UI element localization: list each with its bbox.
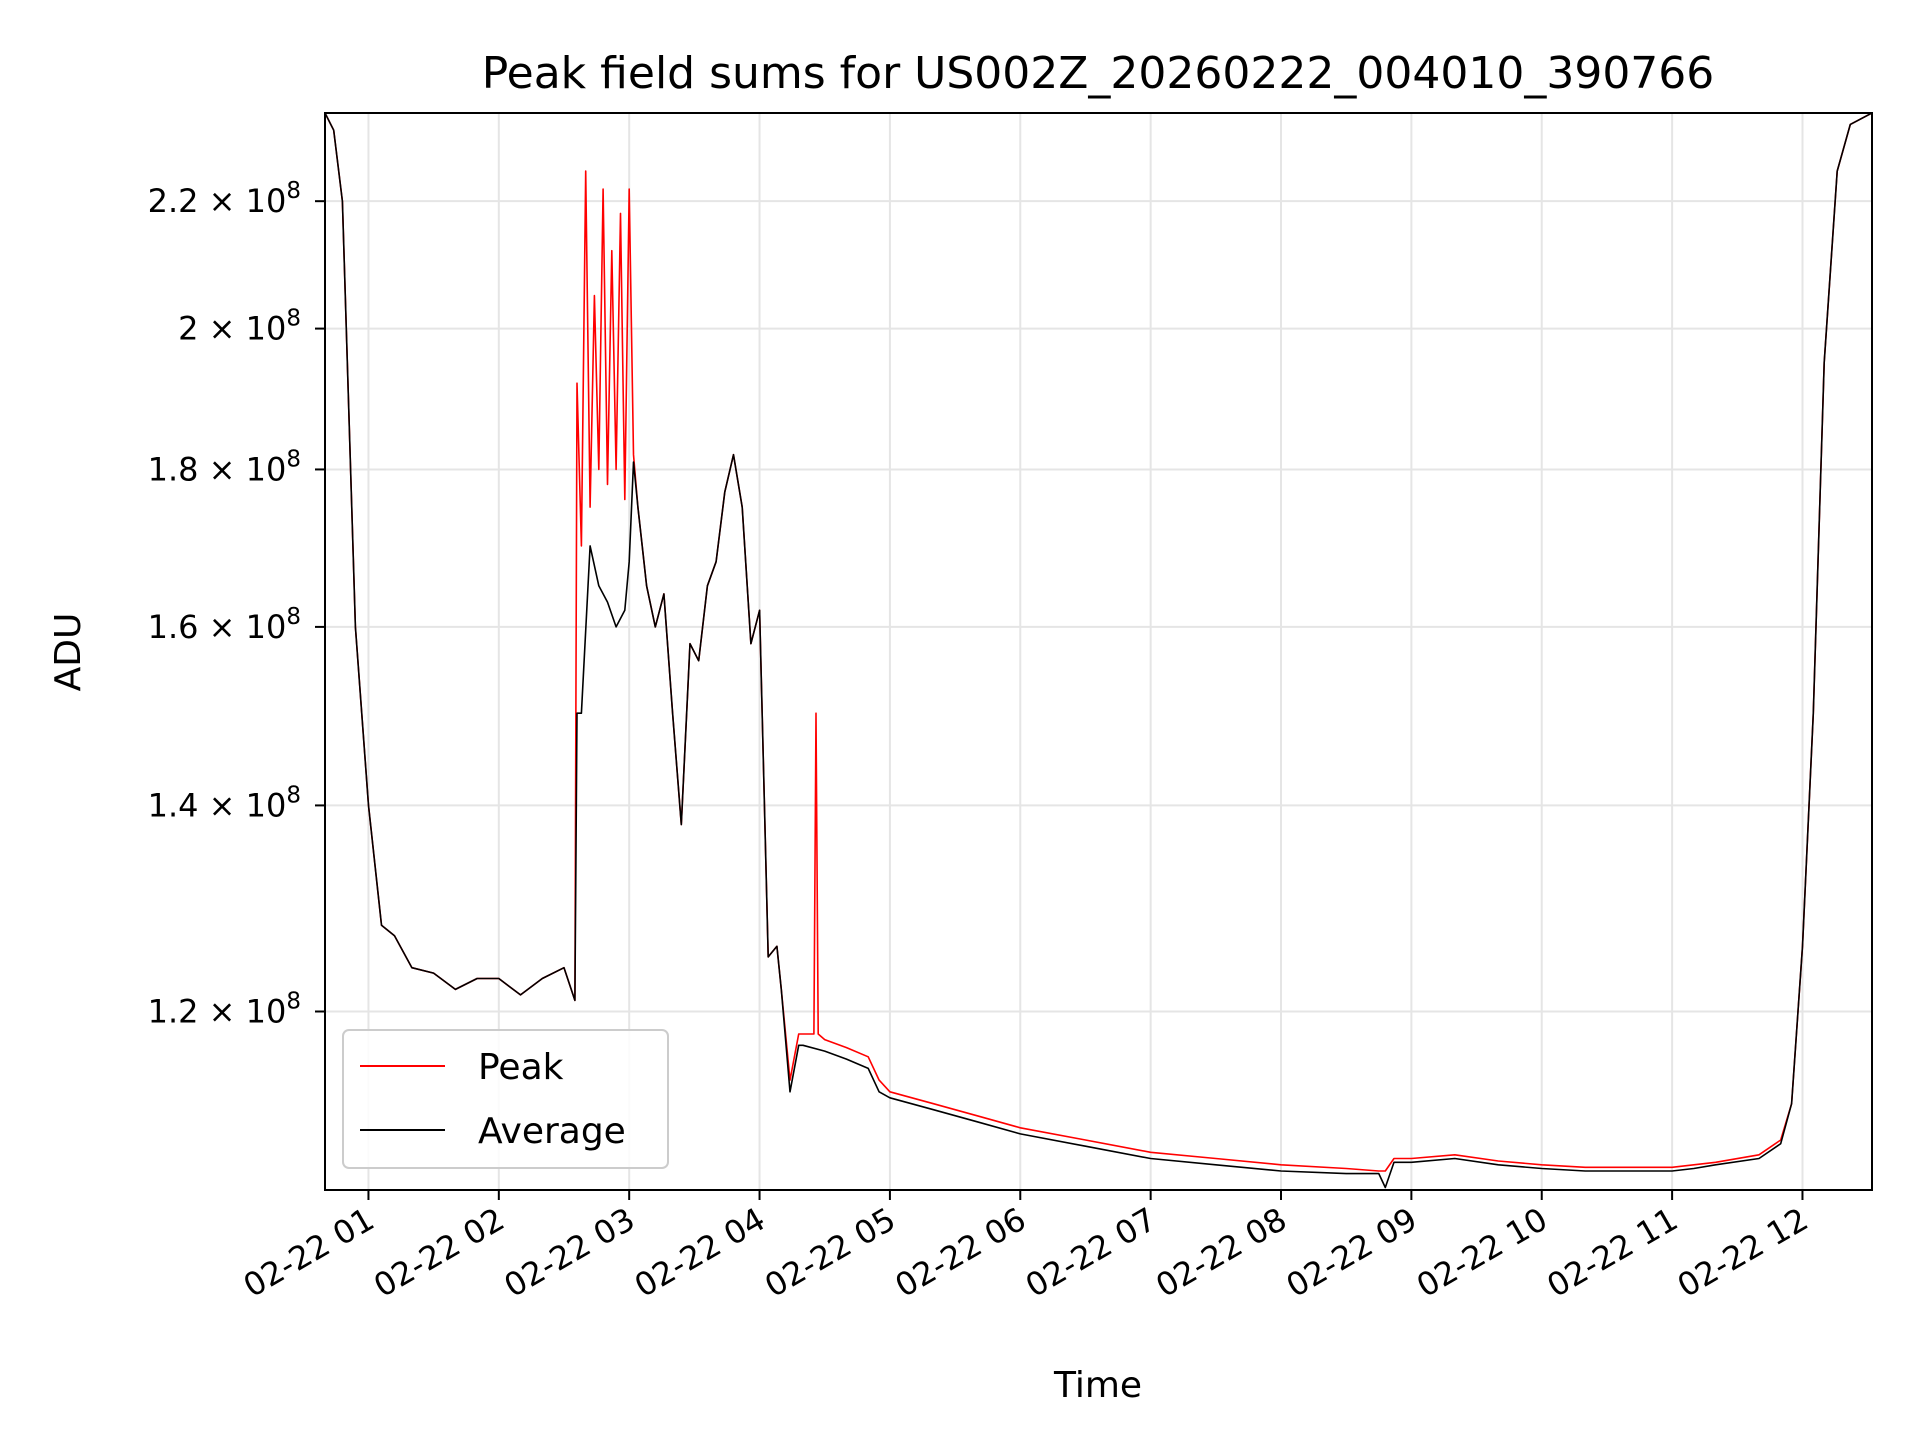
y-tick-label: 2.2 × 108 xyxy=(148,178,301,220)
x-tick-label: 02-22 11 xyxy=(1541,1200,1685,1305)
series-line-average xyxy=(325,113,1872,1189)
legend-box xyxy=(342,1029,669,1169)
x-tick-label: 02-22 12 xyxy=(1671,1200,1815,1305)
x-tick-label: 02-22 09 xyxy=(1280,1200,1424,1305)
y-tick-label: 1.4 × 108 xyxy=(148,782,301,824)
y-tick-label: 1.2 × 108 xyxy=(148,988,301,1030)
x-axis-label: Time xyxy=(1053,1365,1142,1406)
plot-frame xyxy=(324,112,1873,1191)
y-axis: 1.2 × 108 1.4 × 108 1.6 × 108 1.8 × 108 2 × … xyxy=(148,178,325,1030)
x-tick-label: 02-22 02 xyxy=(367,1200,511,1305)
y-tick-label: 2 × 108 xyxy=(178,306,301,348)
y-tick-label: 1.8 × 108 xyxy=(148,446,301,488)
series-layer xyxy=(325,113,1872,1189)
x-tick-label: 02-22 01 xyxy=(237,1200,381,1305)
x-tick-label: 02-22 03 xyxy=(498,1200,642,1305)
legend: Peak Average xyxy=(342,1029,669,1169)
y-tick-label: 1.6 × 108 xyxy=(148,604,301,646)
y-axis-label: ADU xyxy=(48,613,89,692)
x-tick-label: 02-22 08 xyxy=(1149,1200,1293,1305)
grid xyxy=(325,113,1872,1190)
chart-title: Peak field sums for US002Z_20260222_0040… xyxy=(482,48,1715,99)
x-tick-label: 02-22 04 xyxy=(628,1200,772,1305)
legend-label-peak: Peak xyxy=(478,1047,564,1088)
x-tick-label: 02-22 05 xyxy=(758,1200,902,1305)
x-tick-label: 02-22 06 xyxy=(889,1200,1033,1305)
x-tick-label: 02-22 07 xyxy=(1019,1200,1163,1305)
x-tick-label: 02-22 10 xyxy=(1410,1200,1554,1305)
legend-label-average: Average xyxy=(478,1111,626,1152)
